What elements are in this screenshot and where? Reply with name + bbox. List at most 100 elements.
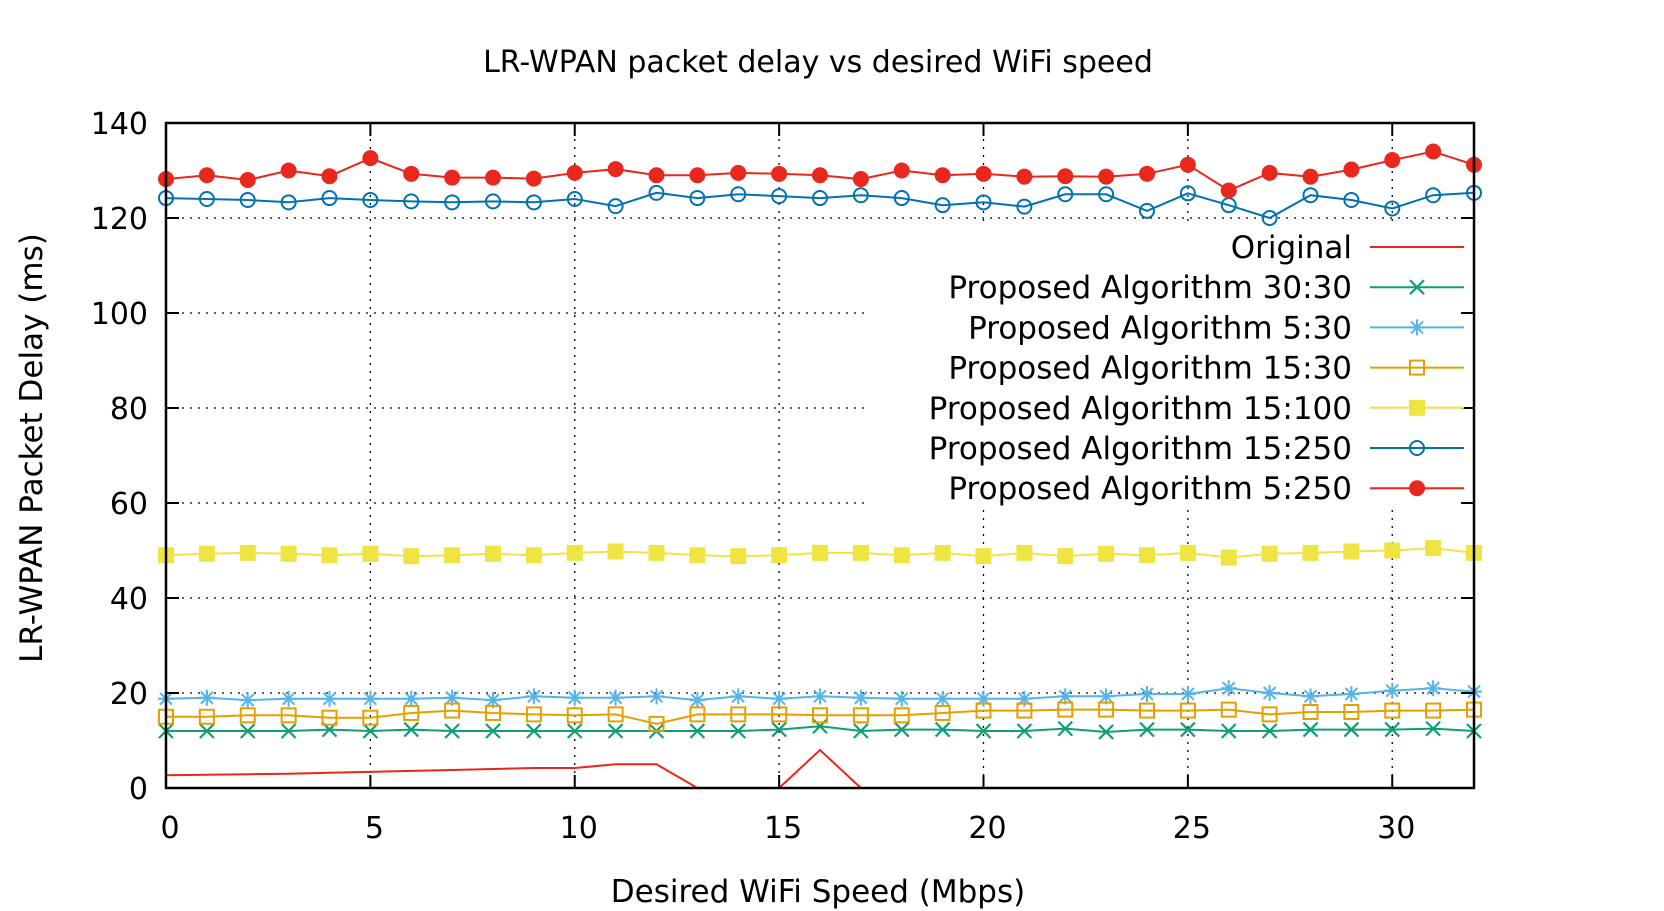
data-point bbox=[1098, 688, 1115, 705]
data-point bbox=[362, 150, 379, 167]
data-point bbox=[1302, 544, 1319, 561]
data-point bbox=[1098, 168, 1115, 185]
data-point bbox=[1057, 168, 1074, 185]
data-point bbox=[485, 704, 501, 721]
data-point bbox=[853, 723, 869, 739]
data-point bbox=[239, 692, 256, 709]
data-point bbox=[852, 187, 869, 204]
data-point bbox=[321, 547, 338, 564]
x-tick-label: 15 bbox=[764, 811, 802, 846]
data-point bbox=[1057, 688, 1074, 705]
data-point bbox=[1016, 690, 1033, 707]
data-point bbox=[1261, 685, 1278, 701]
data-point bbox=[934, 721, 951, 738]
data-point bbox=[198, 545, 215, 562]
data-point bbox=[689, 706, 706, 723]
data-point bbox=[1139, 165, 1155, 182]
data-point bbox=[444, 723, 460, 739]
legend: Original Proposed Algorithm 30:30 Proposed… bbox=[929, 230, 1464, 507]
x-axis-title: Desired WiFi Speed (Mbps) bbox=[611, 874, 1025, 910]
data-point bbox=[525, 688, 542, 705]
data-point bbox=[1139, 702, 1155, 719]
data-point bbox=[280, 545, 297, 562]
data-point bbox=[321, 168, 338, 185]
data-point bbox=[321, 690, 338, 707]
data-point bbox=[975, 165, 992, 182]
data-point bbox=[525, 170, 542, 187]
data-point bbox=[975, 702, 992, 719]
data-point bbox=[1384, 542, 1401, 559]
data-point bbox=[730, 186, 747, 203]
data-point bbox=[444, 169, 461, 186]
data-point bbox=[321, 709, 338, 726]
x-tick-label: 30 bbox=[1377, 811, 1415, 846]
data-point bbox=[934, 704, 951, 721]
data-point bbox=[1343, 191, 1360, 208]
data-point bbox=[730, 706, 747, 723]
data-point bbox=[1302, 168, 1319, 185]
data-point bbox=[1425, 702, 1442, 719]
data-point bbox=[403, 548, 420, 565]
data-point bbox=[975, 723, 992, 739]
data-point bbox=[1343, 721, 1360, 738]
data-point bbox=[525, 194, 542, 211]
data-point bbox=[239, 707, 256, 724]
data-point bbox=[893, 190, 910, 207]
legend-label: Proposed Algorithm 15:30 bbox=[948, 351, 1352, 387]
data-point bbox=[1179, 685, 1196, 702]
data-point bbox=[239, 723, 256, 739]
data-point bbox=[1220, 680, 1237, 697]
data-point bbox=[730, 723, 747, 739]
data-point bbox=[280, 690, 297, 707]
data-point bbox=[771, 721, 787, 738]
x-tick-label: 10 bbox=[560, 811, 598, 846]
data-point bbox=[934, 197, 951, 214]
y-tick-label: 60 bbox=[110, 487, 148, 522]
data-point bbox=[893, 707, 910, 724]
data-point bbox=[198, 708, 215, 725]
data-point bbox=[689, 547, 706, 564]
data-point bbox=[280, 162, 297, 179]
data-point bbox=[893, 721, 910, 738]
data-point bbox=[362, 545, 379, 562]
data-point bbox=[403, 704, 420, 721]
data-point bbox=[812, 544, 828, 561]
data-point bbox=[771, 165, 788, 182]
data-point bbox=[689, 723, 706, 739]
data-point bbox=[403, 690, 420, 707]
data-point bbox=[444, 689, 461, 706]
data-point bbox=[199, 723, 215, 739]
y-tick-label: 80 bbox=[110, 392, 148, 427]
y-axis-title: LR-WPAN Packet Delay (ms) bbox=[14, 233, 50, 663]
data-point bbox=[648, 715, 665, 732]
axis-ticks: 0 20 40 60 80 100 120 140 0 5 10 15 20 25 30 bbox=[91, 107, 1474, 846]
data-point bbox=[566, 689, 583, 706]
data-point bbox=[362, 709, 379, 726]
data-point bbox=[1384, 721, 1401, 738]
data-point bbox=[1261, 164, 1278, 181]
data-point bbox=[975, 194, 992, 211]
data-point bbox=[934, 690, 951, 707]
series-2 bbox=[158, 718, 1482, 740]
data-point bbox=[1057, 701, 1074, 718]
legend-label: Proposed Algorithm 15:100 bbox=[929, 391, 1352, 427]
series-line bbox=[165, 748, 1474, 789]
legend-swatch-marker bbox=[1409, 399, 1425, 416]
data-point bbox=[1425, 187, 1442, 204]
data-point bbox=[607, 161, 624, 178]
series-3 bbox=[158, 680, 1482, 709]
data-point bbox=[444, 194, 461, 211]
data-point bbox=[607, 723, 624, 739]
legend-label: Proposed Algorithm 15:250 bbox=[929, 431, 1352, 467]
data-point bbox=[852, 689, 869, 706]
data-point bbox=[1220, 723, 1237, 739]
data-point bbox=[689, 190, 706, 207]
legend-label: Proposed Algorithm 5:250 bbox=[948, 471, 1352, 507]
data-point bbox=[321, 190, 338, 207]
data-point bbox=[485, 545, 501, 562]
data-point bbox=[198, 689, 215, 706]
data-point bbox=[1261, 706, 1278, 723]
data-point bbox=[403, 165, 420, 182]
data-point bbox=[607, 198, 624, 215]
data-point bbox=[771, 547, 788, 564]
